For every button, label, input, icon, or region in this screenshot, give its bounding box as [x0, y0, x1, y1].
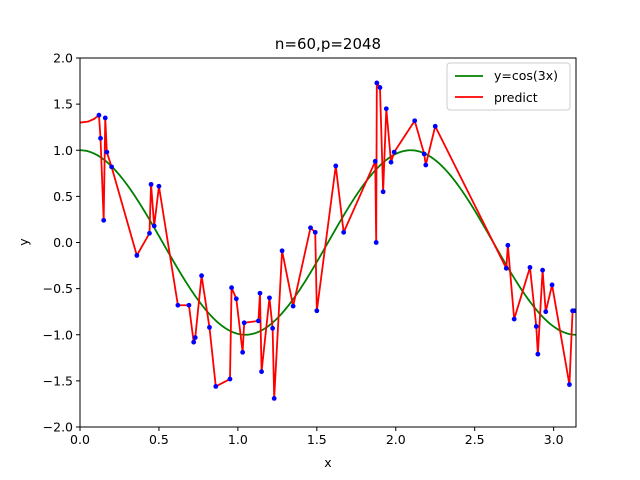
data-point — [412, 118, 418, 124]
x-tick-label: 0.0 — [70, 432, 90, 447]
data-point — [151, 223, 157, 229]
data-point — [374, 80, 380, 86]
data-point — [380, 189, 386, 195]
y-axis-label: y — [16, 238, 31, 246]
data-point — [527, 265, 533, 270]
axes: 0.0 0.5 1.0 1.5 2.0 2.5 3.0 −2.0 −1.5 −1.0 −0.5 0.0… — [43, 51, 577, 447]
x-tick-label: 1.5 — [307, 432, 327, 447]
data-point — [540, 267, 545, 273]
y-tick-label: 1.5 — [53, 97, 73, 112]
data-point — [314, 308, 320, 314]
legend-frame — [446, 62, 571, 111]
x-tick-label: 1.0 — [228, 432, 248, 447]
data-point — [233, 296, 239, 302]
data-point — [270, 325, 276, 331]
data-point — [432, 123, 438, 129]
data-point — [373, 240, 379, 245]
legend-label-cos: y=cos(3x) — [494, 68, 558, 83]
data-point — [134, 253, 140, 258]
legend-label-predict: predict — [494, 90, 538, 105]
data-point — [549, 282, 555, 288]
series-line-cos — [80, 149, 576, 336]
data-point — [372, 158, 378, 164]
data-point — [535, 351, 541, 357]
chart-title: n=60,p=2048 — [275, 35, 381, 53]
y-tick-label: 1.0 — [53, 143, 73, 158]
data-point — [104, 149, 110, 155]
plot-inner — [80, 80, 576, 401]
data-point — [241, 320, 247, 326]
data-point — [333, 163, 339, 169]
data-point — [256, 318, 261, 324]
data-point — [227, 376, 233, 382]
data-point — [186, 302, 192, 308]
x-axis-label: x — [324, 455, 331, 470]
data-point — [571, 308, 576, 314]
data-point — [341, 229, 347, 235]
data-point — [101, 217, 107, 223]
data-point — [505, 242, 511, 248]
data-point — [175, 302, 181, 308]
x-tick-label: 3.0 — [544, 432, 564, 447]
data-point — [503, 265, 509, 271]
data-point — [567, 382, 572, 387]
data-point — [279, 248, 285, 254]
data-point — [98, 135, 103, 141]
x-tick-label: 2.0 — [386, 432, 406, 447]
x-tick-label: 2.5 — [465, 432, 485, 447]
data-point — [229, 285, 234, 291]
data-point — [312, 229, 318, 235]
data-point — [240, 349, 246, 355]
data-point — [109, 164, 114, 170]
data-point — [391, 149, 397, 155]
data-point — [533, 324, 539, 329]
data-point — [290, 303, 296, 309]
plot-area — [80, 80, 576, 401]
series-line-predict — [80, 82, 575, 400]
y-tick-label: 0.5 — [53, 189, 73, 204]
y-tick-label: −0.5 — [43, 281, 73, 296]
y-tick-label: 2.0 — [53, 51, 73, 66]
data-point — [271, 396, 277, 401]
data-point — [156, 183, 162, 189]
y-tick-label: −2.0 — [43, 420, 73, 435]
data-point — [267, 295, 272, 301]
data-point — [191, 339, 197, 345]
y-tick-label: −1.5 — [43, 373, 73, 388]
data-point — [543, 309, 549, 315]
data-point — [199, 273, 204, 279]
data-point — [257, 290, 263, 296]
data-point — [259, 369, 264, 375]
data-point — [192, 335, 198, 340]
data-point — [511, 316, 517, 322]
data-point — [207, 324, 212, 330]
data-point — [383, 106, 389, 112]
data-point — [421, 151, 427, 157]
x-tick-label: 0.5 — [149, 432, 169, 447]
data-point — [308, 225, 313, 231]
y-tick-label: −1.0 — [43, 327, 73, 342]
y-tick-label: 0.0 — [53, 235, 73, 250]
data-point — [147, 230, 152, 236]
legend: y=cos(3x) predict — [446, 62, 571, 111]
data-point — [96, 112, 102, 118]
data-point — [423, 162, 429, 168]
data-point — [148, 181, 154, 187]
data-point — [388, 159, 394, 165]
data-point — [377, 85, 383, 90]
data-point — [213, 384, 219, 389]
data-point — [102, 115, 108, 121]
